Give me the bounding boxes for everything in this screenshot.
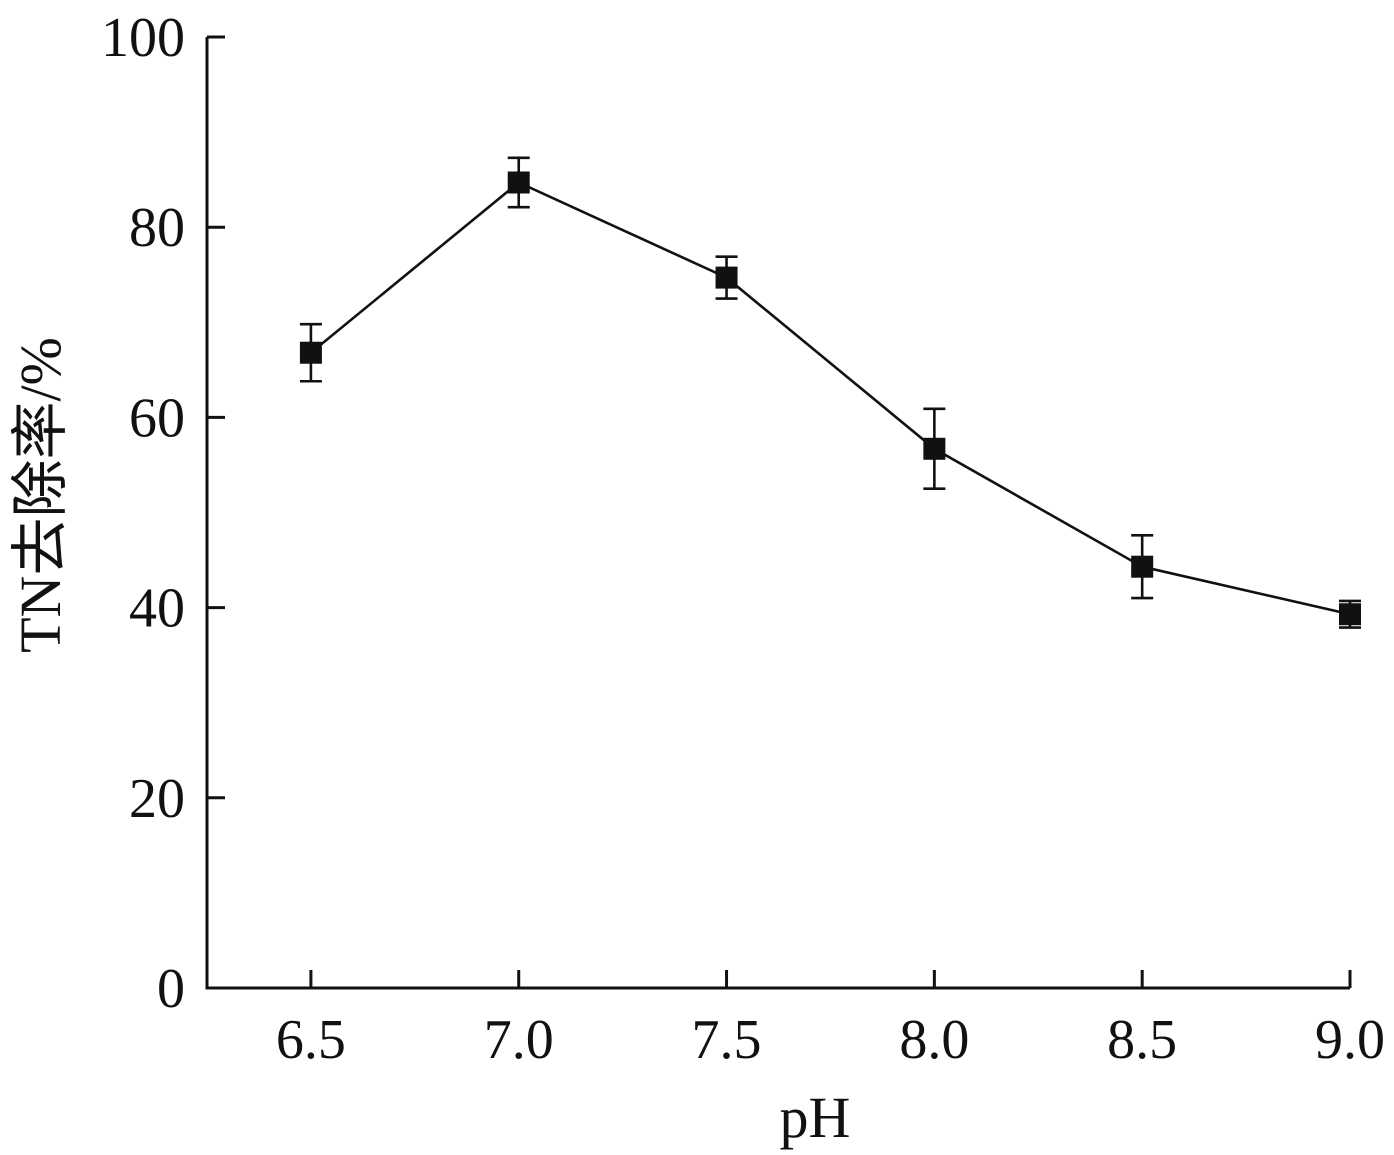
y-tick-label: 80 xyxy=(129,197,185,259)
x-tick-label: 8.0 xyxy=(899,1009,969,1071)
y-axis-title: TN去除率/% xyxy=(8,337,73,653)
data-point-marker xyxy=(715,266,738,289)
series-line xyxy=(310,180,1351,616)
series-line-group xyxy=(299,156,1361,629)
y-tick-label: 40 xyxy=(129,578,185,640)
y-tick-label: 100 xyxy=(101,7,185,69)
y-tick-label: 0 xyxy=(157,958,185,1020)
x-tick-label: 7.0 xyxy=(484,1009,554,1071)
ticks: 0 20 40 60 80 100 6.5 7.0 7.5 8.0 8.5 9.0 xyxy=(101,7,1385,1071)
x-axis-title: pH xyxy=(780,1085,851,1150)
x-tick-label: 9.0 xyxy=(1315,1009,1385,1071)
axes xyxy=(205,37,1350,990)
x-tick-label: 7.5 xyxy=(692,1009,762,1071)
data-point-marker xyxy=(1131,555,1154,578)
data-point-marker xyxy=(507,171,530,194)
y-tick-label: 60 xyxy=(129,387,185,449)
y-tick-label: 20 xyxy=(129,768,185,830)
x-tick-label: 8.5 xyxy=(1107,1009,1177,1071)
x-tick-label: 6.5 xyxy=(276,1009,346,1071)
data-point-marker xyxy=(923,437,946,460)
data-point-marker xyxy=(299,341,322,364)
data-point-marker xyxy=(1339,603,1361,626)
